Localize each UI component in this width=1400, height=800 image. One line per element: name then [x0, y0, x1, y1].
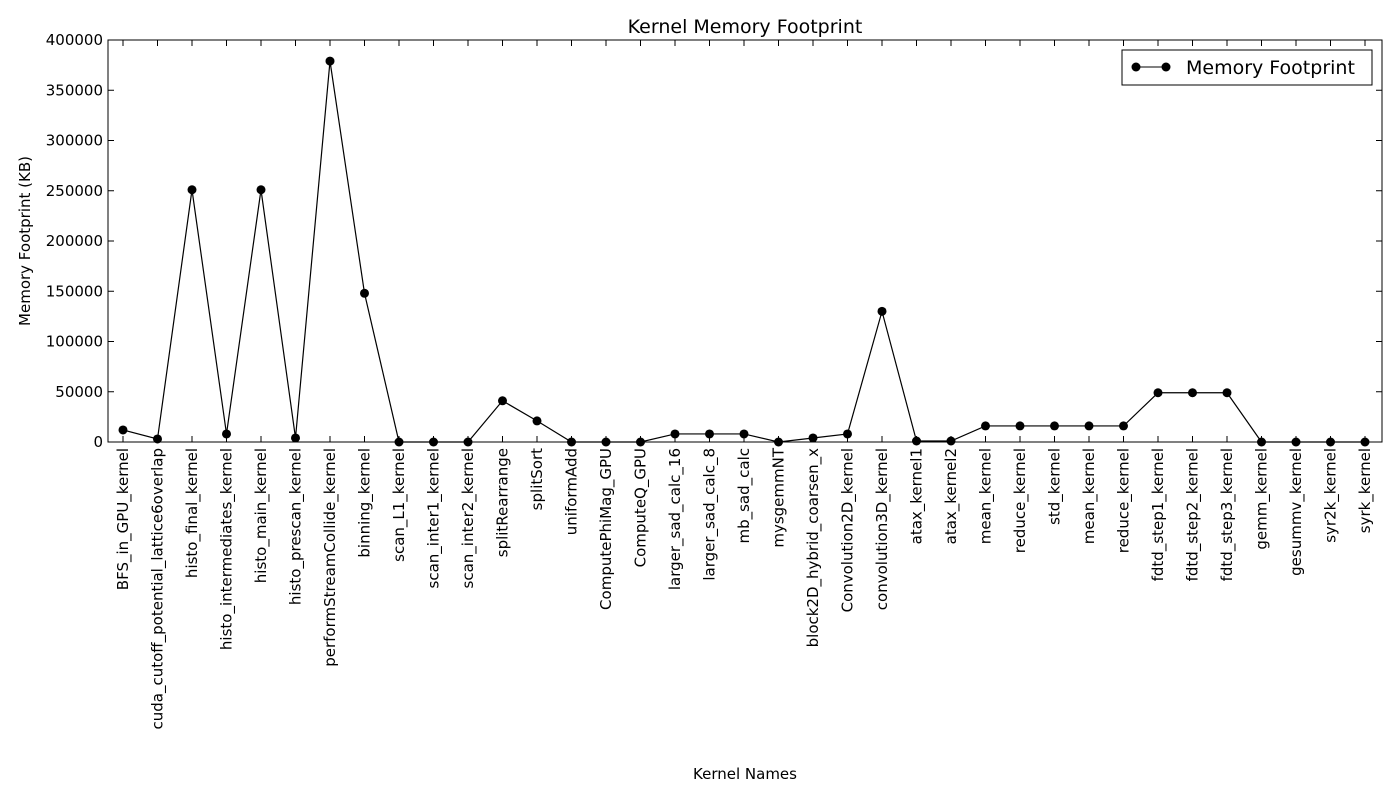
data-point [222, 429, 231, 439]
data-point [1222, 388, 1232, 398]
x-tick-label: block2D_hybrid_coarsen_x [804, 448, 823, 647]
x-tick-label: splitRearrange [494, 448, 512, 557]
data-point [360, 288, 369, 298]
plot-frame [107, 39, 1383, 443]
x-tick-label: atax_kernel1 [908, 448, 927, 544]
data-point [1050, 421, 1059, 431]
x-tick-label: fdtd_step1_kernel [1149, 448, 1168, 581]
y-tick-label: 150000 [46, 282, 103, 300]
x-axis: BFS_in_GPU_kernel cuda_cutoff_potential_l… [114, 40, 1375, 729]
x-tick-label: performStreamCollide_kernel [321, 448, 340, 667]
data-point [739, 429, 749, 439]
x-tick-label: fdtd_step3_kernel [1218, 448, 1237, 581]
y-axis-title: Memory Footprint (KB) [16, 156, 34, 326]
x-tick-label: mean_kernel [977, 448, 996, 544]
legend-marker [1161, 62, 1171, 72]
y-tick-label: 300000 [46, 132, 103, 150]
x-tick-label: splitSort [528, 448, 546, 510]
x-tick-label: scan_inter1_kernel [425, 448, 444, 588]
series-line [122, 61, 1365, 443]
x-tick-label: histo_main_kernel [252, 448, 271, 583]
data-point [532, 416, 542, 426]
x-tick-label: scan_L1_kernel [390, 448, 409, 562]
y-axis: 0 50000 100000 150000 200000 250000 300000 3500… [46, 31, 1382, 451]
y-tick-label: 250000 [46, 182, 103, 200]
data-point [1015, 421, 1025, 431]
data-point [1084, 421, 1094, 431]
x-tick-label: gemm_kernel [1253, 448, 1272, 550]
chart-title: Kernel Memory Footprint [628, 16, 863, 38]
x-tick-label: syrk_kernel [1356, 448, 1375, 533]
x-tick-label: reduce_kernel [1115, 448, 1134, 553]
x-tick-label: Convolution2D_kernel [839, 448, 858, 612]
legend-label: Memory Footprint [1186, 57, 1355, 79]
data-point [981, 421, 990, 431]
data-point [118, 425, 128, 435]
y-tick-label: 50000 [55, 383, 103, 401]
x-tick-label: cuda_cutoff_potential_lattice6overlap [149, 448, 168, 729]
x-tick-label: atax_kernel2 [942, 448, 961, 544]
x-axis-title: Kernel Names [693, 765, 797, 783]
data-point [1153, 388, 1163, 398]
x-tick-label: ComputeQ_GPU [632, 448, 651, 567]
x-tick-label: histo_intermediates_kernel [218, 448, 237, 650]
series-layer [118, 56, 1370, 447]
x-tick-label: convolution3D_kernel [873, 448, 892, 610]
data-point [843, 429, 852, 439]
data-point [705, 429, 714, 439]
x-tick-label: syr2k_kernel [1322, 448, 1341, 543]
data-point [877, 306, 887, 316]
y-tick-label: 400000 [46, 31, 103, 49]
legend-marker [1131, 62, 1141, 72]
x-tick-label: BFS_in_GPU_kernel [114, 448, 133, 590]
data-point [187, 185, 197, 195]
data-point [256, 185, 266, 195]
data-point [946, 436, 956, 446]
data-point [808, 433, 818, 443]
legend: Memory Footprint [1121, 49, 1373, 86]
data-point [291, 433, 300, 443]
data-point [1119, 421, 1128, 431]
x-tick-label: mysgemmNT [770, 447, 788, 547]
x-tick-label: mean_kernel [1080, 448, 1099, 544]
x-tick-label: binning_kernel [356, 448, 375, 558]
data-point [498, 396, 507, 406]
x-tick-label: reduce_kernel [1011, 448, 1030, 553]
x-tick-label: histo_prescan_kernel [287, 448, 306, 605]
x-tick-label: ComputePhiMag_GPU [597, 448, 616, 610]
x-tick-label: histo_final_kernel [183, 448, 202, 578]
y-tick-label: 100000 [46, 333, 103, 351]
y-tick-label: 0 [93, 433, 103, 451]
data-point [670, 429, 680, 439]
x-tick-label: larger_sad_calc_8 [701, 448, 720, 581]
x-tick-label: gesummv_kernel [1287, 448, 1306, 576]
data-point [153, 434, 162, 444]
x-tick-label: uniformAdd [563, 448, 581, 535]
data-point [1188, 388, 1197, 398]
data-point [325, 56, 335, 66]
x-tick-label: scan_inter2_kernel [459, 448, 478, 588]
y-tick-label: 200000 [46, 232, 103, 250]
x-tick-label: std_kernel [1046, 448, 1065, 525]
data-point [912, 436, 921, 446]
x-tick-label: fdtd_step2_kernel [1184, 448, 1203, 581]
y-tick-label: 350000 [46, 81, 103, 99]
x-tick-label: mb_sad_calc [735, 448, 754, 544]
x-tick-label: larger_sad_calc_16 [666, 448, 685, 590]
